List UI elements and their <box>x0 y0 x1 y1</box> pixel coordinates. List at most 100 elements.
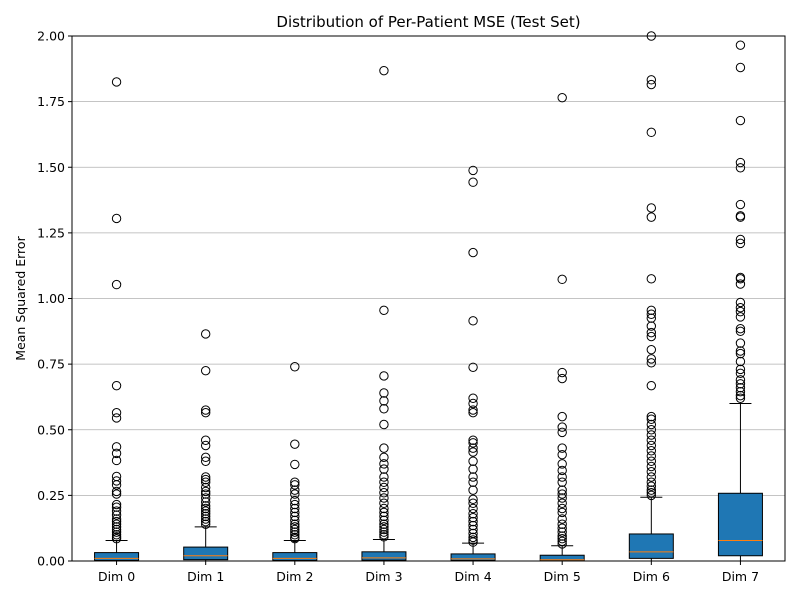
outlier-point <box>646 435 657 445</box>
outlier-point <box>290 511 300 522</box>
outlier-point <box>468 477 478 487</box>
x-tick-label: Dim 4 <box>454 569 491 584</box>
outlier-point <box>290 503 300 514</box>
outlier-point <box>200 489 211 499</box>
outlier-point <box>468 472 478 482</box>
iqr-box <box>361 551 407 561</box>
outlier-point <box>111 533 122 544</box>
outlier-point <box>200 503 211 514</box>
outlier-point <box>200 519 211 529</box>
outlier-point <box>200 474 211 485</box>
outlier-point <box>111 455 122 466</box>
outlier-point <box>379 519 389 529</box>
outlier-point <box>646 481 657 491</box>
outlier-point <box>111 77 122 87</box>
outlier-point <box>111 486 122 497</box>
outlier-point <box>646 430 657 440</box>
outlier-point <box>557 472 567 482</box>
outlier-point <box>200 365 211 376</box>
outlier-point <box>735 199 746 210</box>
outlier-point <box>735 364 746 375</box>
outlier-point <box>646 414 657 424</box>
outlier-point <box>200 506 211 516</box>
iqr-box <box>94 552 140 561</box>
outlier-point <box>557 373 567 384</box>
outlier-point <box>200 472 211 482</box>
outlier-point <box>468 438 478 448</box>
y-tick-label: 1.25 <box>37 225 65 240</box>
outlier-point <box>557 503 567 514</box>
iqr-box <box>183 546 229 561</box>
outlier-point <box>468 520 478 531</box>
outlier-point <box>379 388 389 398</box>
outlier-point <box>379 488 389 498</box>
outlier-point <box>468 456 478 466</box>
outlier-point <box>379 498 389 508</box>
outlier-point <box>468 362 478 372</box>
box-group-dim-6 <box>628 31 674 562</box>
outlier-point <box>646 451 657 461</box>
outlier-point <box>290 533 300 544</box>
outlier-point <box>557 489 567 499</box>
box-group-dim-0 <box>94 77 140 562</box>
outlier-point <box>379 482 389 493</box>
outlier-point <box>646 425 657 435</box>
outlier-point <box>646 321 657 331</box>
outlier-point <box>111 522 122 532</box>
outlier-point <box>735 356 746 367</box>
x-tick-label: Dim 0 <box>98 569 135 584</box>
outlier-point <box>646 477 657 487</box>
outlier-point <box>735 312 746 322</box>
outlier-point <box>646 203 657 213</box>
outlier-point <box>379 477 389 487</box>
outlier-point <box>735 212 746 222</box>
outlier-point <box>646 456 657 466</box>
outlier-point <box>200 514 211 524</box>
outlier-point <box>646 461 657 472</box>
outlier-point <box>646 490 657 501</box>
outlier-point <box>557 367 567 378</box>
outlier-point <box>557 531 567 541</box>
outlier-point <box>735 346 746 356</box>
outlier-point <box>379 371 389 381</box>
outlier-point <box>290 362 300 372</box>
y-tick-label: 0.50 <box>37 422 65 437</box>
outlier-point <box>646 305 657 316</box>
outlier-point <box>557 443 567 453</box>
y-tick-label: 0.75 <box>37 357 65 372</box>
outlier-point <box>200 501 211 511</box>
outlier-point <box>468 485 478 495</box>
chart-title: Distribution of Per-Patient MSE (Test Se… <box>276 13 580 31</box>
outlier-point <box>111 213 122 224</box>
outlier-point <box>379 532 389 542</box>
x-tick-label: Dim 6 <box>633 569 670 584</box>
outlier-point <box>468 316 478 326</box>
outlier-point <box>200 456 211 466</box>
outlier-point <box>379 404 389 414</box>
outlier-point <box>557 422 567 432</box>
outlier-point <box>557 519 567 529</box>
outlier-point <box>735 302 746 313</box>
outlier-point <box>646 309 657 319</box>
outlier-point <box>646 75 657 85</box>
outlier-point <box>557 449 567 460</box>
x-tick-label: Dim 7 <box>722 569 759 584</box>
outlier-point <box>468 247 478 258</box>
outlier-point <box>557 523 567 533</box>
outlier-point <box>557 507 567 518</box>
outlier-point <box>379 452 389 463</box>
outlier-point <box>735 338 746 348</box>
outlier-point <box>468 447 478 457</box>
x-tick-label: Dim 5 <box>544 569 581 584</box>
outlier-point <box>735 368 746 379</box>
outlier-point <box>379 507 389 518</box>
outlier-point <box>557 465 567 476</box>
outlier-point <box>290 495 300 506</box>
y-tick-label: 1.50 <box>37 160 65 175</box>
outlier-point <box>468 407 478 418</box>
outlier-point <box>646 446 657 456</box>
outlier-point <box>468 177 478 187</box>
outlier-point <box>200 511 211 522</box>
y-tick-label: 2.00 <box>37 29 65 44</box>
